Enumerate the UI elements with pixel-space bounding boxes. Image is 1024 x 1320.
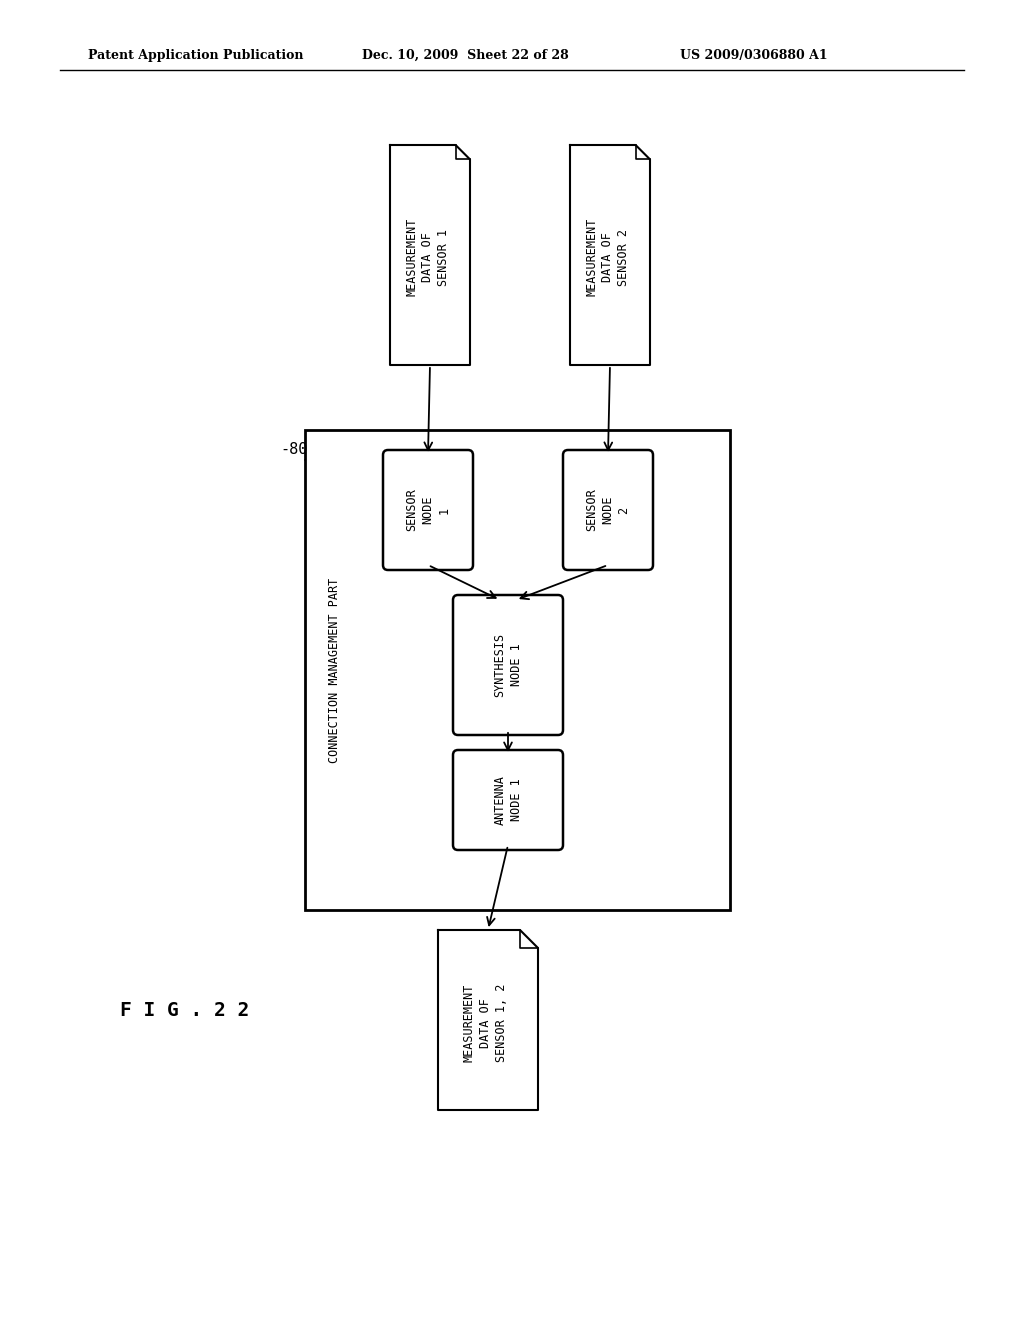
Text: SYNTHESIS
NODE 1: SYNTHESIS NODE 1: [494, 632, 522, 697]
Text: US 2009/0306880 A1: US 2009/0306880 A1: [680, 49, 827, 62]
Bar: [305, 430, 730, 909]
FancyBboxPatch shape: [453, 750, 563, 850]
Text: Patent Application Publication: Patent Application Publication: [88, 49, 303, 62]
Text: MEASUREMENT
DATA OF
SENSOR 1, 2: MEASUREMENT DATA OF SENSOR 1, 2: [463, 983, 508, 1061]
FancyBboxPatch shape: [563, 450, 653, 570]
FancyBboxPatch shape: [383, 450, 473, 570]
Polygon shape: [390, 145, 470, 366]
FancyBboxPatch shape: [453, 595, 563, 735]
Text: -80: -80: [280, 442, 307, 458]
Text: ANTENNA
NODE 1: ANTENNA NODE 1: [494, 775, 522, 825]
Text: MEASUREMENT
DATA OF
SENSOR 1: MEASUREMENT DATA OF SENSOR 1: [406, 218, 451, 297]
Polygon shape: [570, 145, 650, 366]
Text: SENSOR
NODE
1: SENSOR NODE 1: [406, 488, 451, 532]
Text: F I G . 2 2: F I G . 2 2: [120, 1001, 249, 1019]
Text: SENSOR
NODE
2: SENSOR NODE 2: [586, 488, 631, 532]
Text: MEASUREMENT
DATA OF
SENSOR 2: MEASUREMENT DATA OF SENSOR 2: [586, 218, 631, 297]
Polygon shape: [438, 931, 538, 1110]
Text: Dec. 10, 2009  Sheet 22 of 28: Dec. 10, 2009 Sheet 22 of 28: [362, 49, 568, 62]
Text: CONNECTION MANAGEMENT PART: CONNECTION MANAGEMENT PART: [329, 577, 341, 763]
